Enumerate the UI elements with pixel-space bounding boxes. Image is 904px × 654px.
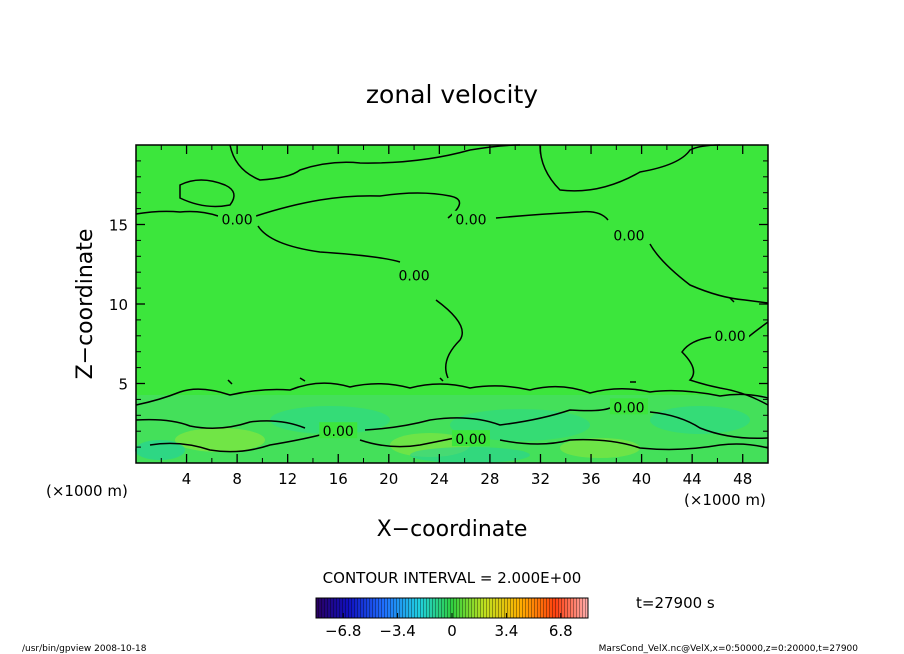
x-tick-label: 40 [632, 470, 651, 488]
contour-label: 0.00 [455, 432, 486, 448]
contour-label: 0.00 [613, 400, 644, 416]
y-tick-label: 10 [109, 296, 128, 314]
x-tick-label: 4 [182, 470, 192, 488]
contour-label-bg [218, 210, 257, 227]
footer-right: MarsCond_VelX.nc@VelX,x=0:50000,z=0:2000… [599, 644, 859, 654]
x-tick-label: 8 [232, 470, 242, 488]
x-tick-label: 24 [430, 470, 449, 488]
y-tick-label: 15 [109, 217, 128, 235]
x-axis-label: X−coordinate [377, 517, 528, 542]
contour-label-bg [395, 266, 434, 283]
plot-area [135, 145, 768, 463]
contour-label: 0.00 [398, 268, 429, 284]
x-tick-label: 44 [683, 470, 702, 488]
colorbar-tick-label: −6.8 [325, 622, 361, 640]
contour-label: 0.00 [222, 213, 253, 229]
contour-label: 0.00 [714, 329, 745, 345]
x-tick-label: 48 [733, 470, 752, 488]
contour-label-bg [711, 326, 750, 343]
contour-label: 0.00 [455, 213, 486, 229]
colorbar [315, 597, 589, 619]
time-label: t=27900 s [636, 594, 715, 612]
colorbar-tick-label: 0 [447, 622, 457, 640]
x-unit-right: (×1000 m) [684, 491, 766, 509]
contour-label-bg [451, 210, 490, 227]
footer-left: /usr/bin/gpview 2008-10-18 [22, 644, 147, 654]
contour-labels: 0.00 0.00 0.00 0.00 0.00 0.00 0.00 0.00 [218, 210, 750, 448]
x-tick-label: 20 [379, 470, 398, 488]
x-tick-label: 16 [329, 470, 348, 488]
contour-label: 0.00 [613, 229, 644, 245]
contour-lines [135, 144, 769, 453]
x-axis: 4 8 12 16 20 24 28 32 36 40 44 48 [160, 145, 752, 488]
x-unit-left: (×1000 m) [46, 482, 128, 500]
contour-label-bg [319, 422, 358, 439]
x-tick-label: 12 [278, 470, 297, 488]
x-tick-label: 32 [531, 470, 550, 488]
y-axis-label: Z−coordinate [73, 229, 98, 380]
chart-title: zonal velocity [366, 80, 538, 109]
x-tick-label: 28 [480, 470, 499, 488]
colorbar-tick-label: −3.4 [379, 622, 415, 640]
y-axis: 5 10 15 [109, 160, 768, 448]
colorbar-ticks: −6.8 −3.4 0 3.4 6.8 [325, 613, 573, 640]
contour-label-bg [451, 430, 490, 447]
contour-label-bg [609, 226, 648, 243]
colorbar-tick-label: 6.8 [549, 622, 573, 640]
contour-label: 0.00 [323, 424, 354, 440]
contour-label-bg [609, 398, 648, 415]
colorbar-tick-label: 3.4 [494, 622, 518, 640]
x-tick-label: 36 [581, 470, 600, 488]
contour-interval: CONTOUR INTERVAL = 2.000E+00 [323, 569, 582, 587]
y-tick-label: 5 [118, 376, 128, 394]
